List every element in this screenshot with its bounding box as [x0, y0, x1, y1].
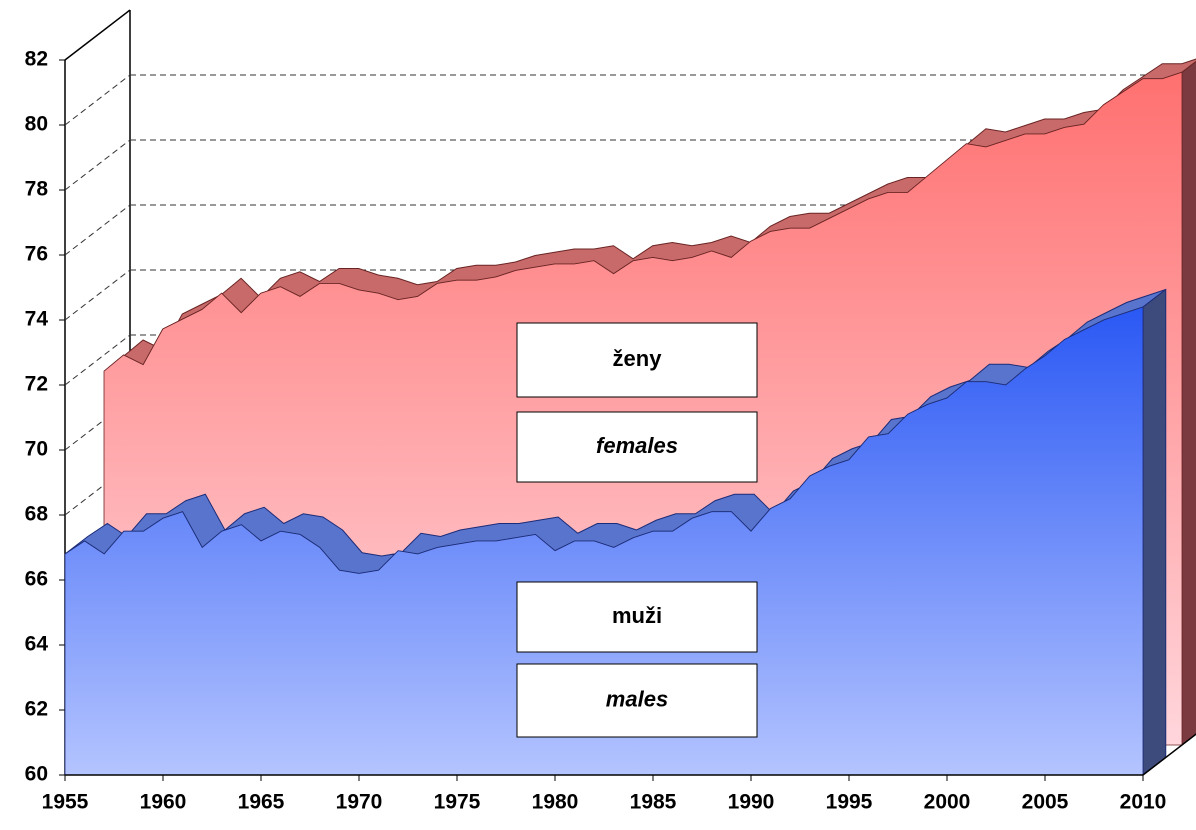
- x-tick-label: 1960: [140, 791, 187, 814]
- area: [64, 306, 1144, 776]
- y-tick-label: 60: [25, 763, 48, 786]
- y-tick-label: 64: [25, 633, 49, 656]
- y-tick-label: 70: [25, 438, 48, 461]
- grid-line: [64, 334, 131, 386]
- x-tick-label: 1995: [826, 791, 873, 814]
- area-end: [1181, 60, 1196, 747]
- annotation: ženy: [613, 346, 663, 371]
- y-tick-label: 74: [25, 308, 49, 331]
- y-tick-label: 78: [25, 178, 49, 201]
- floor-edge: [1142, 733, 1196, 776]
- y-tick-label: 76: [25, 243, 48, 266]
- label-box: [516, 411, 758, 483]
- label-box: [516, 581, 758, 653]
- x-tick-label: 1980: [532, 791, 579, 814]
- grid-line: [64, 74, 131, 126]
- y-tick-label: 66: [25, 568, 48, 591]
- y-tick-label: 62: [25, 698, 48, 721]
- annotation: muži: [612, 603, 662, 628]
- grid-line: [64, 269, 131, 321]
- x-tick-label: 1975: [434, 791, 481, 814]
- grid-line: [64, 204, 131, 256]
- x-tick-label: 1985: [630, 791, 677, 814]
- y-tick-label: 68: [25, 503, 49, 526]
- annotation: males: [606, 686, 668, 711]
- x-tick-label: 1990: [728, 791, 775, 814]
- grid-line: [64, 464, 131, 516]
- x-tick-label: 2000: [924, 791, 971, 814]
- label-box: [516, 322, 758, 398]
- x-tick-label: 1970: [336, 791, 383, 814]
- y-tick-label: 80: [25, 113, 48, 136]
- grid-line: [64, 399, 131, 451]
- annotation: females: [596, 433, 678, 458]
- area-end: [1142, 288, 1167, 777]
- x-tick-label: 2005: [1022, 791, 1069, 814]
- x-tick-label: 1955: [42, 791, 89, 814]
- x-tick-label: 1965: [238, 791, 285, 814]
- label-box: [516, 663, 758, 738]
- grid-line: [64, 139, 131, 191]
- x-tick-label: 2010: [1120, 791, 1167, 814]
- y-tick-label: 82: [25, 48, 48, 71]
- y-tick-label: 72: [25, 373, 48, 396]
- wall-edge: [64, 9, 131, 61]
